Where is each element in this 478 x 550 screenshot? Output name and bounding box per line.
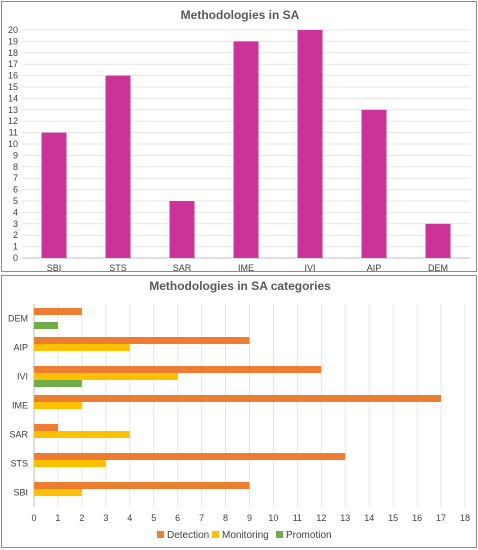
- y-tick-label: 13: [8, 105, 18, 115]
- y-tick-label: 9: [13, 150, 18, 160]
- legend-swatch: [212, 531, 219, 538]
- x-tick-label: 9: [247, 513, 252, 523]
- y-category-label: SBI: [13, 488, 28, 498]
- x-category-label: DEM: [428, 263, 448, 273]
- y-category-label: IVI: [17, 372, 28, 382]
- y-tick-label: 16: [8, 71, 18, 81]
- y-tick-label: 12: [8, 116, 18, 126]
- x-category-label: SBI: [47, 263, 62, 273]
- legend-label: Monitoring: [222, 530, 269, 541]
- x-category-label: SAR: [173, 263, 192, 273]
- y-tick-label: 20: [8, 25, 18, 35]
- y-tick-label: 8: [13, 162, 18, 172]
- bar-ime-monitoring: [34, 402, 82, 409]
- bar-ime: [233, 41, 259, 259]
- bar-sar-monitoring: [34, 431, 130, 438]
- bar-aip-detection: [34, 337, 250, 344]
- y-tick-label: 0: [13, 253, 18, 263]
- y-tick-label: 14: [8, 93, 18, 103]
- bar-sbi: [41, 132, 67, 258]
- legend: Detection Monitoring Promotion: [157, 530, 332, 541]
- bar-ivi-promotion: [34, 380, 82, 387]
- legend-swatch: [276, 531, 283, 538]
- y-category-label: STS: [10, 459, 28, 469]
- x-tick-label: 12: [316, 513, 326, 523]
- bar-aip-monitoring: [34, 344, 130, 351]
- chart-title: Methodologies in SA categories: [149, 279, 331, 293]
- bar-sbi-detection: [34, 482, 250, 489]
- y-tick-label: 2: [13, 230, 18, 240]
- vertical-bar-chart-panel: Methodologies in SA 0 1 2 3 4 5 6 7 8 9 10 11 12 13 14…: [1, 1, 477, 273]
- y-tick-label: 1: [13, 242, 18, 252]
- bar-ivi-detection: [34, 366, 322, 373]
- x-tick-label: 8: [223, 513, 228, 523]
- bar-ivi-monitoring: [34, 373, 178, 380]
- y-tick-label: 10: [8, 139, 18, 149]
- x-tick-label: 5: [151, 513, 156, 523]
- x-category-label: IME: [238, 263, 254, 273]
- x-tick-label: 16: [412, 513, 422, 523]
- bar-sts: [105, 75, 131, 258]
- bar-sbi-monitoring: [34, 489, 82, 496]
- y-tick-label: 19: [8, 36, 18, 46]
- x-tick-label: 4: [127, 513, 132, 523]
- y-tick-label: 11: [9, 128, 18, 138]
- x-tick-label: 0: [31, 513, 36, 523]
- y-tick-label: 6: [13, 185, 18, 195]
- y-category-label: SAR: [9, 430, 28, 440]
- y-tick-label: 7: [13, 173, 18, 183]
- y-category-label: DEM: [8, 314, 28, 324]
- bar-aip: [361, 109, 387, 258]
- bar-sar-detection: [34, 424, 58, 431]
- bar-sts-detection: [34, 453, 346, 460]
- y-category-label: AIP: [13, 343, 28, 353]
- y-tick-label: 15: [8, 82, 18, 92]
- x-tick-label: 17: [436, 513, 446, 523]
- x-tick-label: 10: [268, 513, 278, 523]
- y-tick-label: 4: [13, 207, 18, 217]
- x-tick-label: 13: [340, 513, 350, 523]
- x-tick-label: 6: [175, 513, 180, 523]
- x-tick-label: 15: [388, 513, 398, 523]
- legend-label: Promotion: [286, 530, 332, 541]
- x-tick-label: 7: [199, 513, 204, 523]
- bar-dem-promotion: [34, 322, 58, 329]
- y-category-label: IME: [12, 401, 28, 411]
- y-tick-label: 18: [8, 48, 18, 58]
- x-category-label: IVI: [304, 263, 315, 273]
- x-tick-label: 1: [55, 513, 60, 523]
- x-category-label: STS: [109, 263, 127, 273]
- x-tick-label: 2: [79, 513, 84, 523]
- x-tick-label: 11: [293, 513, 302, 523]
- bar-sts-monitoring: [34, 460, 106, 467]
- x-tick-label: 3: [103, 513, 108, 523]
- bar-ime-detection: [34, 395, 442, 402]
- x-tick-label: 18: [460, 513, 470, 523]
- y-tick-label: 5: [13, 196, 18, 206]
- bar-sar: [169, 201, 195, 258]
- x-category-label: AIP: [367, 263, 382, 273]
- x-tick-label: 14: [364, 513, 374, 523]
- bar-dem-detection: [34, 308, 82, 315]
- bar-ivi: [297, 30, 323, 258]
- legend-swatch: [157, 531, 164, 538]
- bar-dem: [425, 223, 451, 258]
- y-tick-label: 17: [8, 59, 18, 69]
- vertical-bar-chart: Methodologies in SA 01234567891011121314…: [8, 8, 470, 273]
- chart-title: Methodologies in SA: [181, 8, 300, 22]
- y-tick-label: 3: [13, 219, 18, 229]
- legend-label: Detection: [167, 530, 209, 541]
